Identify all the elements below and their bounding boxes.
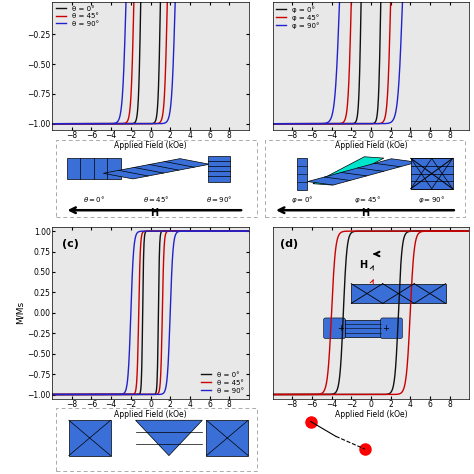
- X-axis label: Applied Field (kOe): Applied Field (kOe): [114, 410, 187, 419]
- Bar: [67, 158, 121, 179]
- Bar: [69, 420, 110, 456]
- FancyBboxPatch shape: [381, 318, 402, 338]
- Bar: [208, 156, 230, 182]
- Bar: [345, 319, 381, 337]
- Y-axis label: M/Ms: M/Ms: [16, 301, 25, 324]
- Text: +: +: [337, 324, 344, 333]
- Bar: [313, 157, 384, 185]
- Bar: [297, 158, 308, 190]
- Text: +: +: [382, 324, 389, 333]
- Text: $\theta = 90°$: $\theta = 90°$: [206, 194, 232, 204]
- Text: (d): (d): [281, 239, 299, 249]
- X-axis label: Applied Field (kOe): Applied Field (kOe): [335, 141, 407, 150]
- Bar: [103, 159, 210, 179]
- Bar: [308, 159, 417, 185]
- X-axis label: Applied Field (kOe): Applied Field (kOe): [335, 410, 407, 419]
- Text: $\varphi = 90°$: $\varphi = 90°$: [418, 194, 445, 205]
- Text: H: H: [150, 208, 158, 218]
- Bar: [351, 283, 446, 303]
- Legend: φ = 0°, φ = 45°, φ = 90°: φ = 0°, φ = 45°, φ = 90°: [276, 6, 319, 29]
- Bar: [207, 420, 248, 456]
- Bar: [411, 158, 453, 189]
- Legend: θ = 0°, θ = 45°, θ = 90°: θ = 0°, θ = 45°, θ = 90°: [200, 370, 246, 395]
- Text: $\varphi = 0°$: $\varphi = 0°$: [291, 194, 314, 205]
- X-axis label: Applied Field (kOe): Applied Field (kOe): [114, 141, 187, 150]
- Text: $\varphi = 45°$: $\varphi = 45°$: [354, 194, 381, 205]
- FancyBboxPatch shape: [324, 318, 345, 338]
- Text: $\theta = 0°$: $\theta = 0°$: [83, 194, 105, 204]
- Text: (c): (c): [62, 239, 79, 249]
- Text: H: H: [359, 260, 367, 270]
- Legend: θ = 0°, θ = 45°, θ = 90°: θ = 0°, θ = 45°, θ = 90°: [55, 6, 99, 27]
- Text: $\theta = 45°$: $\theta = 45°$: [143, 194, 170, 204]
- Text: H: H: [361, 208, 369, 218]
- Polygon shape: [136, 420, 202, 456]
